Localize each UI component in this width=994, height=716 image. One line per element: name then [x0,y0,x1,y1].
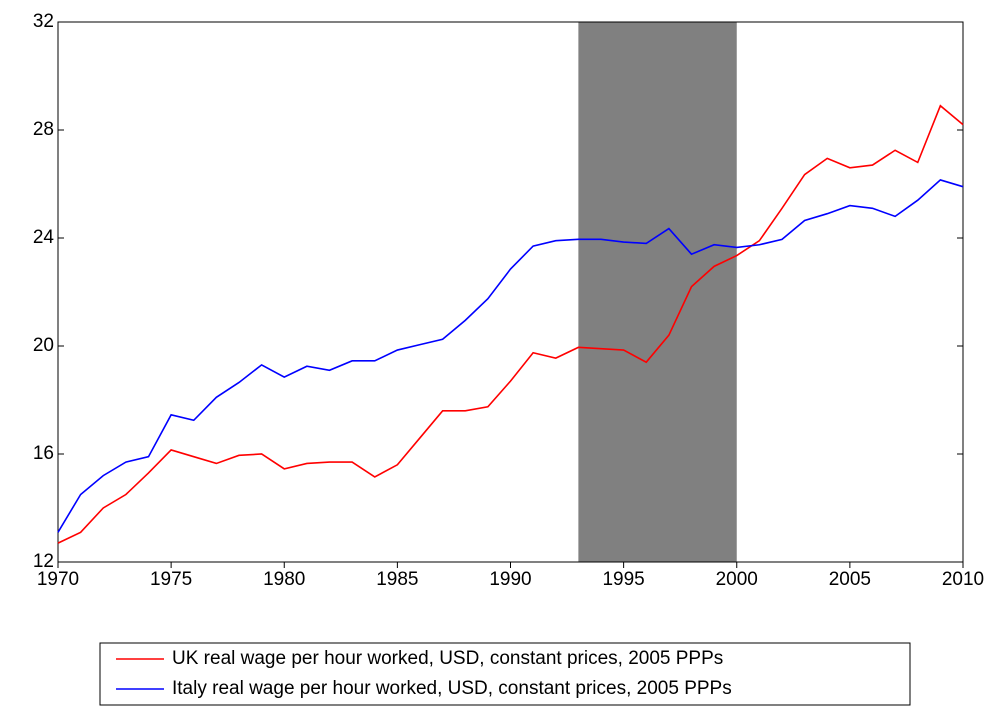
y-tick-label: 16 [33,443,54,464]
y-tick-label: 20 [33,335,54,356]
x-tick-label: 1995 [602,569,644,590]
x-tick-label: 1970 [37,569,79,590]
legend-label: Italy real wage per hour worked, USD, co… [172,678,732,699]
series-line [57,179,964,533]
x-tick-label: 2000 [716,569,758,590]
x-tick-label: 1980 [263,569,305,590]
legend-box [99,642,911,706]
legend-label: UK real wage per hour worked, USD, const… [172,648,723,669]
x-tick-label: 1975 [150,569,192,590]
y-tick-label: 32 [33,11,54,32]
x-tick-label: 2005 [829,569,871,590]
y-tick-label: 28 [33,119,54,140]
x-tick-label: 1990 [489,569,531,590]
y-tick-label: 24 [33,227,55,248]
shaded-period [578,22,737,562]
x-tick-label: 1985 [376,569,418,590]
plot-frame [57,21,964,563]
x-tick-label: 2010 [942,569,984,590]
y-tick-label: 12 [33,551,54,572]
series-line [57,104,964,544]
